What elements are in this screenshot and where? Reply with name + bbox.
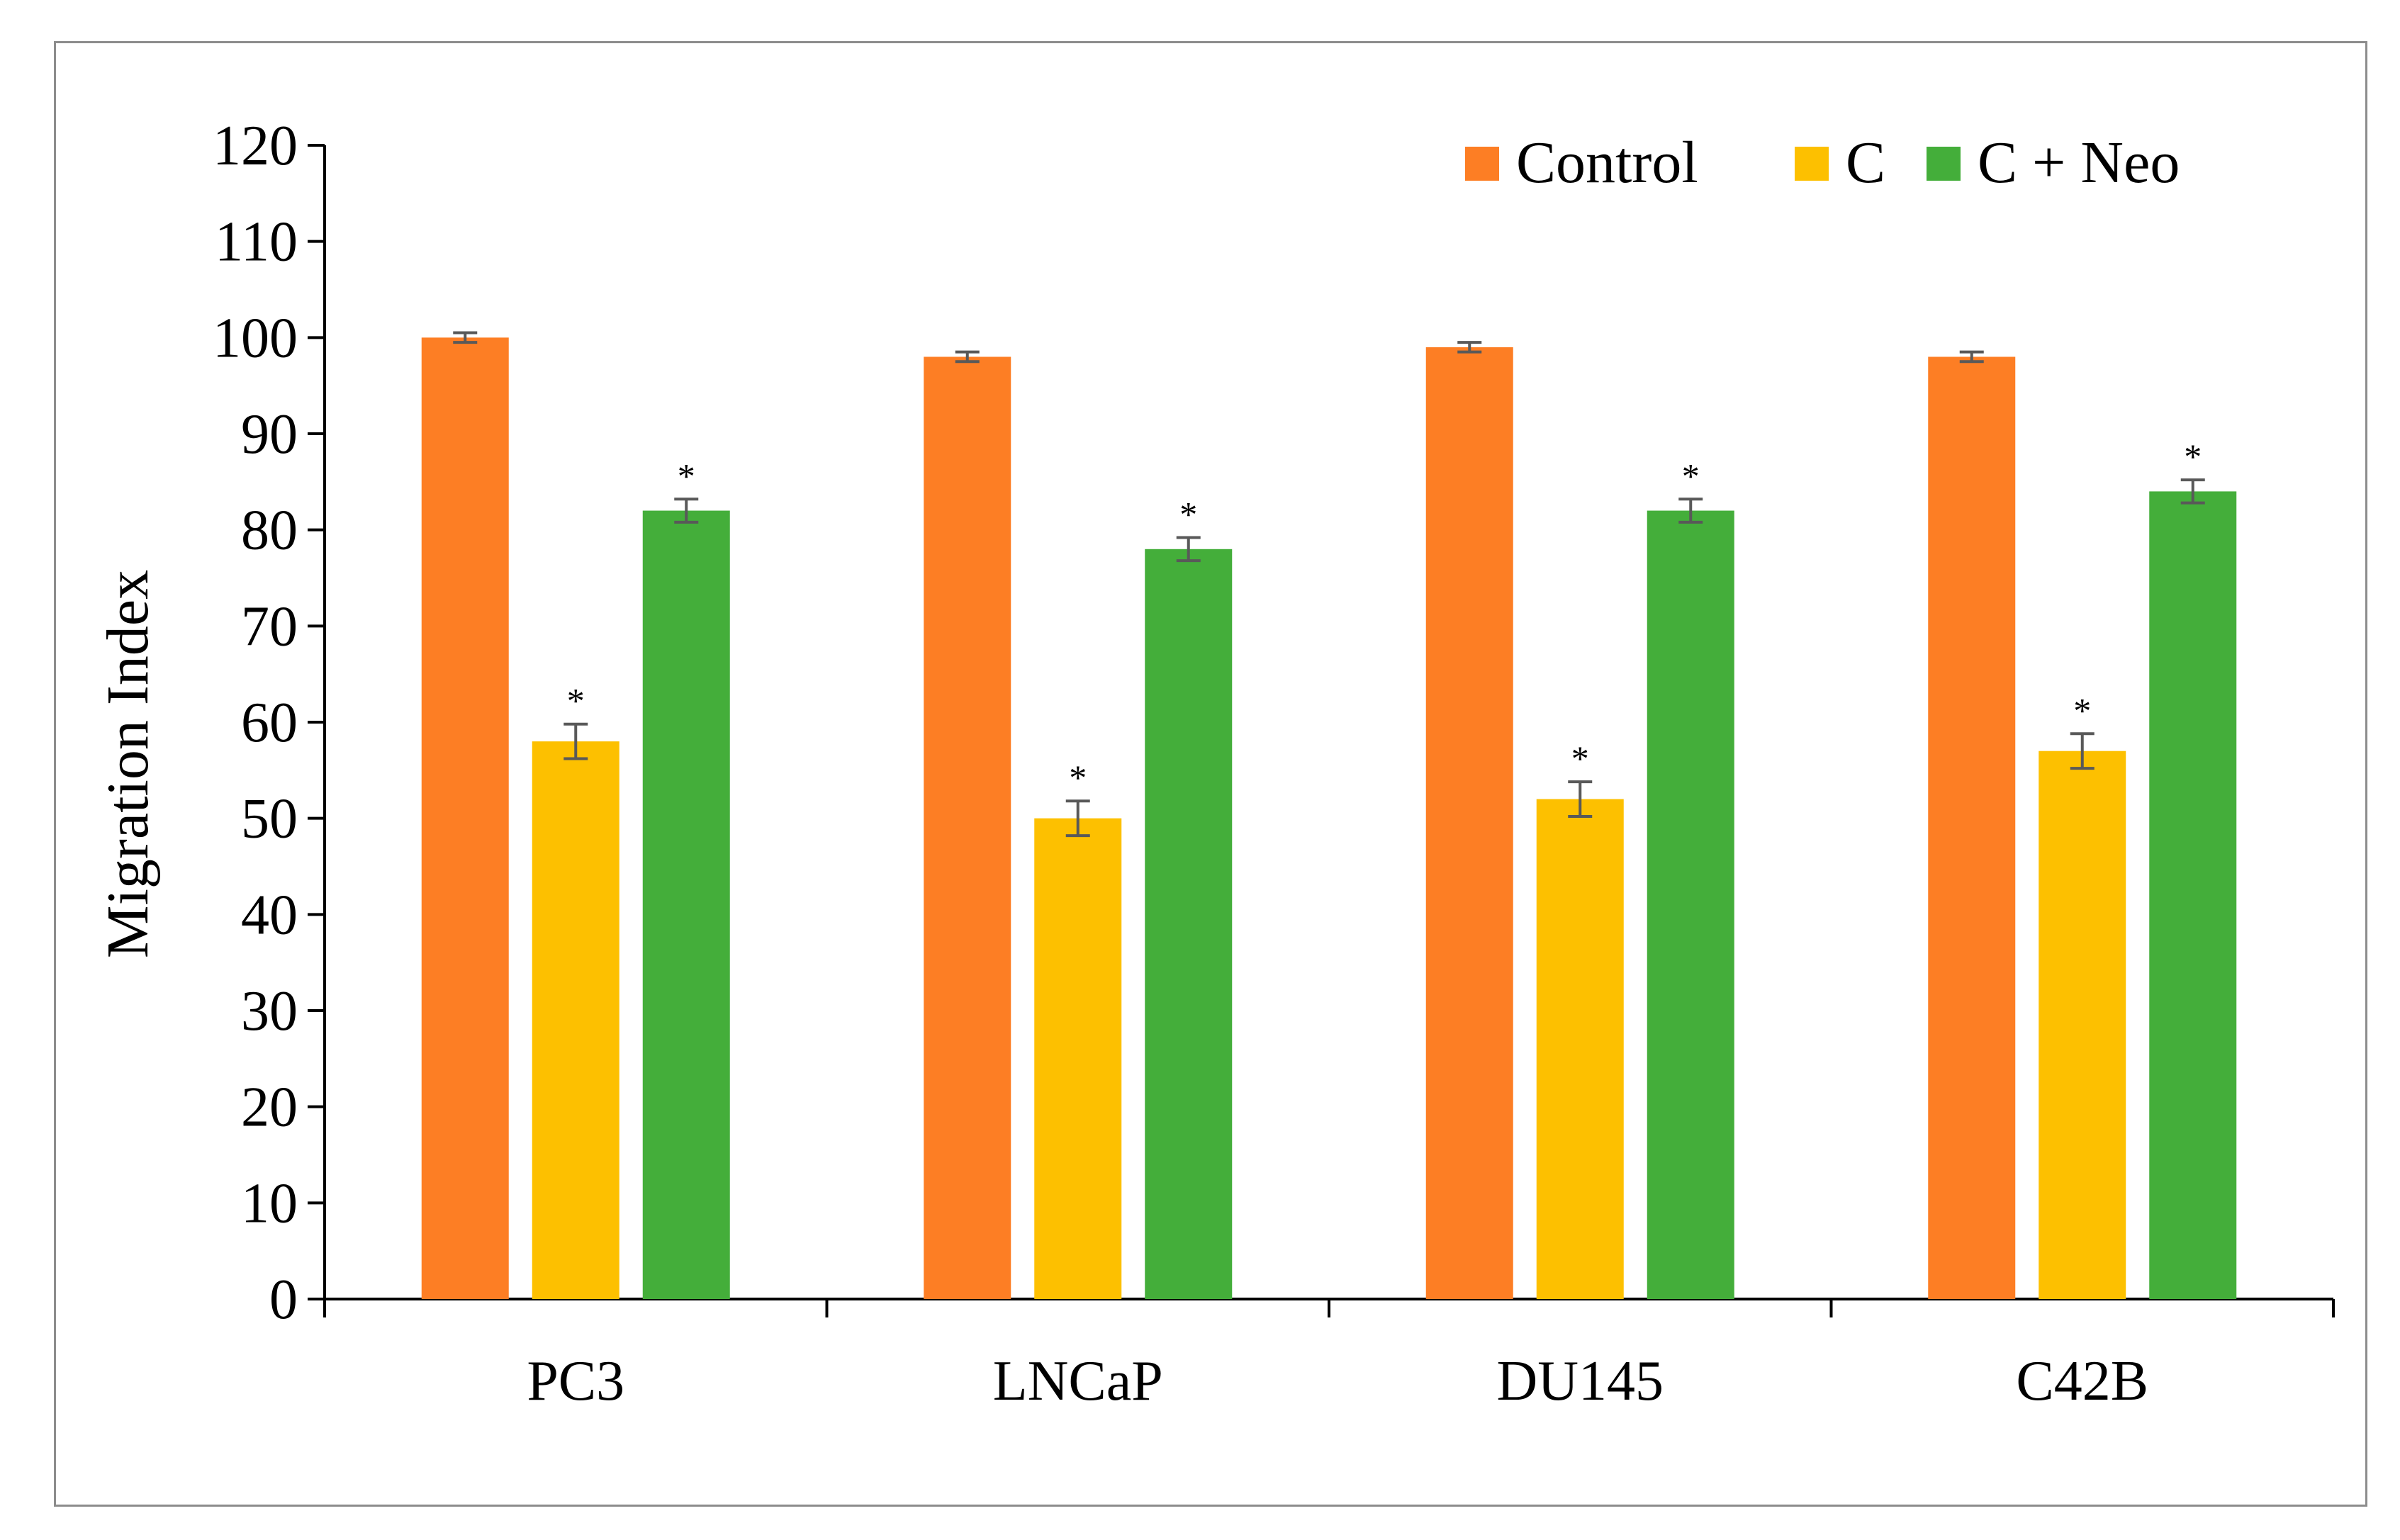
y-tick-label: 70 <box>241 595 298 658</box>
y-tick-label: 120 <box>213 115 298 177</box>
legend-label: C + Neo <box>1978 130 2180 196</box>
bar <box>1928 356 2016 1299</box>
x-category-label: LNCaP <box>993 1350 1163 1412</box>
significance-marker: * <box>567 681 585 721</box>
y-tick-label: 100 <box>213 307 298 369</box>
significance-marker: * <box>678 456 695 495</box>
bar <box>532 741 619 1299</box>
legend-label: Control <box>1516 130 1698 196</box>
significance-marker: * <box>1682 456 1700 495</box>
bar <box>2039 751 2126 1299</box>
y-tick-label: 60 <box>241 692 298 754</box>
legend-swatch <box>1465 147 1499 181</box>
legend-swatch <box>1927 147 1961 181</box>
y-tick-label: 20 <box>241 1077 298 1139</box>
y-tick-label: 0 <box>269 1269 298 1331</box>
y-tick-label: 10 <box>241 1172 298 1235</box>
y-tick-label: 40 <box>241 884 298 946</box>
significance-marker: * <box>1571 738 1589 778</box>
y-tick-label: 110 <box>215 211 298 274</box>
y-axis-title: Migration Index <box>95 570 161 958</box>
bar <box>1425 347 1513 1299</box>
y-tick-label: 80 <box>241 500 298 562</box>
bar <box>642 510 730 1299</box>
bar <box>421 337 509 1299</box>
y-tick-label: 50 <box>241 788 298 850</box>
significance-marker: * <box>1179 495 1197 534</box>
bar <box>1034 818 1122 1299</box>
significance-marker: * <box>1069 758 1087 797</box>
bars <box>421 331 2237 1299</box>
y-tick-label: 90 <box>241 403 298 466</box>
legend: Control C C + Neo <box>1465 130 2180 196</box>
bar <box>924 356 1011 1299</box>
significance-marker: * <box>2073 690 2091 730</box>
legend-swatch <box>1795 147 1829 181</box>
x-category-label: C42B <box>2016 1350 2148 1412</box>
x-category-label: PC3 <box>527 1350 624 1412</box>
labels: 0 10 20 30 40 50 60 70 80 90 100 110 120 * * PC3 * * LNCaP… <box>213 115 2202 1412</box>
bar <box>2149 491 2237 1299</box>
bar <box>1647 510 1734 1299</box>
bar <box>1145 549 1233 1299</box>
x-category-label: DU145 <box>1496 1350 1664 1412</box>
bar <box>1536 799 1624 1299</box>
y-tick-label: 30 <box>241 980 298 1042</box>
legend-label: C <box>1846 130 1885 196</box>
significance-marker: * <box>2184 437 2202 476</box>
